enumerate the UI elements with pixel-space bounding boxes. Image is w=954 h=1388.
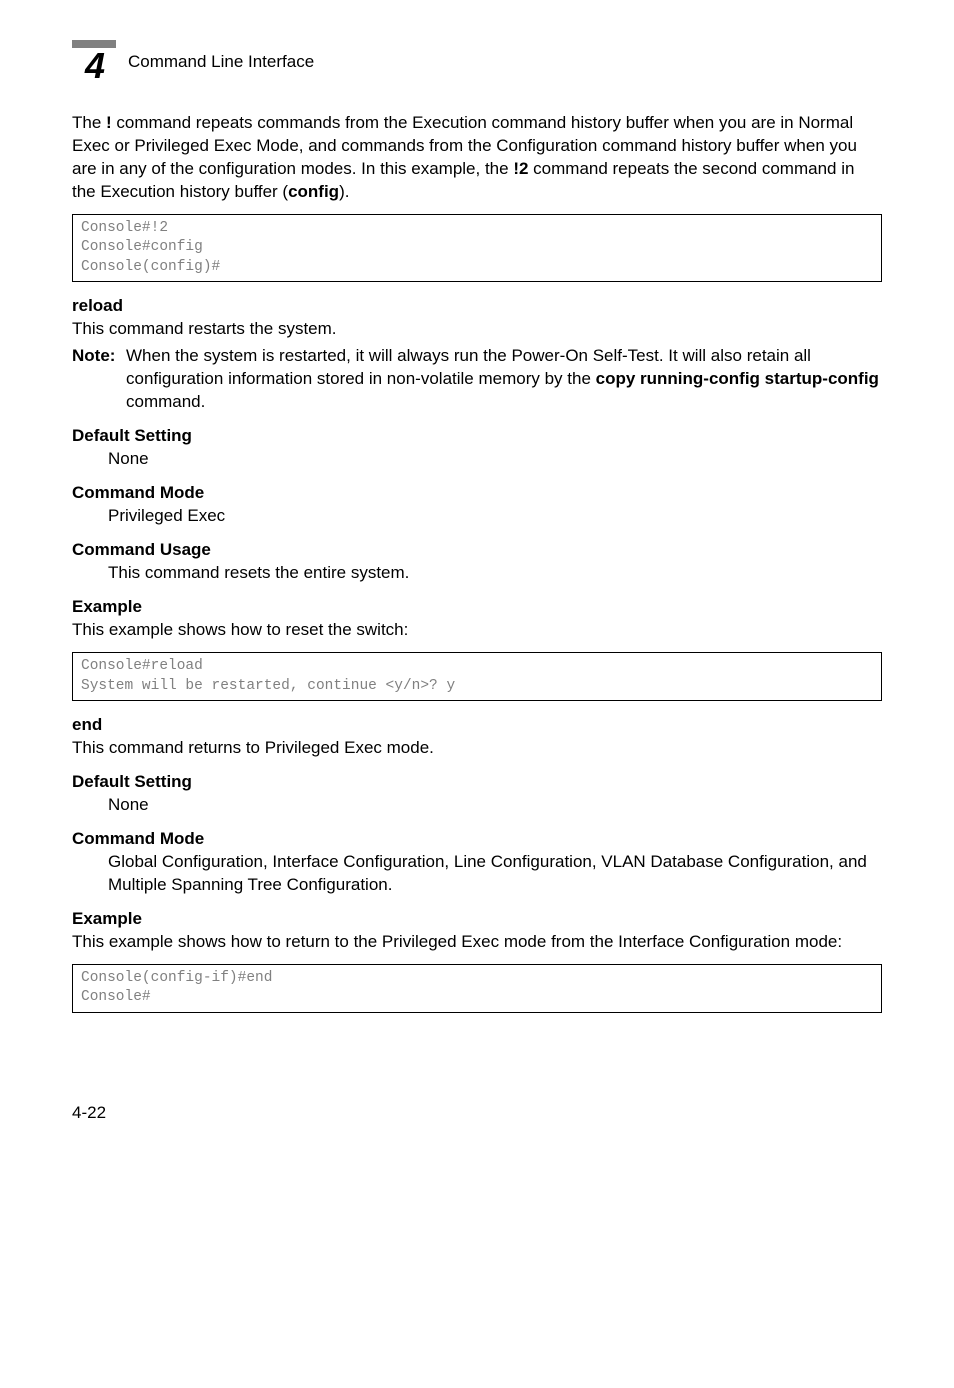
header-title: Command Line Interface (128, 52, 314, 72)
end-example-description: This example shows how to return to the … (72, 931, 882, 954)
copy-command: copy running-config startup-config (596, 369, 879, 388)
code-block-end: Console(config-if)#end Console# (72, 964, 882, 1013)
end-default-value: None (108, 794, 882, 817)
text: ). (339, 182, 349, 201)
bang2-command: !2 (513, 159, 528, 178)
chapter-icon: 4 (72, 40, 116, 84)
reload-heading: reload (72, 296, 882, 316)
end-heading: end (72, 715, 882, 735)
text: command. (126, 392, 205, 411)
command-mode-value: Privileged Exec (108, 505, 882, 528)
chapter-number: 4 (85, 48, 103, 84)
example-heading: Example (72, 597, 882, 617)
page-number: 4-22 (72, 1103, 882, 1123)
reload-description: This command restarts the system. (72, 318, 882, 341)
note-body: When the system is restarted, it will al… (126, 345, 882, 414)
command-mode-heading: Command Mode (72, 483, 882, 503)
intro-paragraph: The ! command repeats commands from the … (72, 112, 882, 204)
note-label: Note: (72, 345, 126, 414)
end-default-heading: Default Setting (72, 772, 882, 792)
config-word: config (288, 182, 339, 201)
end-description: This command returns to Privileged Exec … (72, 737, 882, 760)
example-description: This example shows how to reset the swit… (72, 619, 882, 642)
default-setting-value: None (108, 448, 882, 471)
default-setting-heading: Default Setting (72, 426, 882, 446)
command-usage-heading: Command Usage (72, 540, 882, 560)
command-usage-value: This command resets the entire system. (108, 562, 882, 585)
end-example-heading: Example (72, 909, 882, 929)
code-block-reload: Console#reload System will be restarted,… (72, 652, 882, 701)
code-block-history: Console#!2 Console#config Console(config… (72, 214, 882, 283)
text: The (72, 113, 106, 132)
end-mode-heading: Command Mode (72, 829, 882, 849)
reload-note: Note: When the system is restarted, it w… (72, 345, 882, 414)
end-mode-value: Global Configuration, Interface Configur… (108, 851, 882, 897)
page-header: 4 Command Line Interface (72, 40, 882, 84)
